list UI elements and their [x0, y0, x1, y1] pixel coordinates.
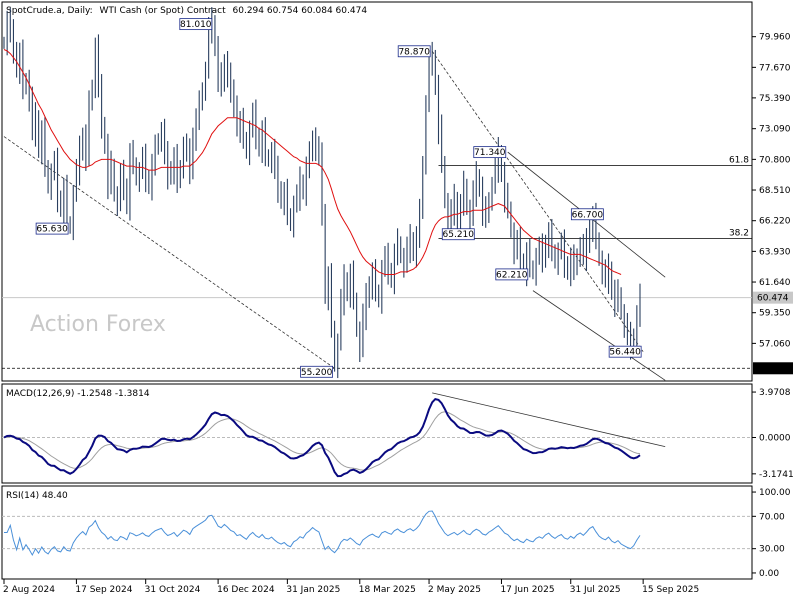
price-marker: 62.210: [495, 268, 529, 281]
price-marker: 66.700: [570, 208, 604, 221]
marker-box: [300, 365, 333, 378]
rsi-pane: [1, 485, 753, 580]
moving-average-line: [3, 49, 622, 275]
x-tick-label: 31 Jul 2025: [570, 585, 621, 595]
macd-tick-label: -3.1741: [759, 470, 794, 480]
x-tick-label: 17 Sep 2024: [75, 585, 132, 595]
y-tick-label: 70.800: [759, 155, 791, 165]
macd-tick-label: 0.0000: [759, 434, 791, 444]
marker-box: [397, 45, 431, 58]
price-marker: 71.340: [473, 146, 507, 159]
price-marker: 55.200: [300, 365, 333, 378]
marker-label: 65.210: [443, 230, 475, 240]
price-layer: 61.8 38.2 81.010 78.870 71.340 66.700 65.630 65…: [2, 7, 752, 381]
marker-label: 56.440: [609, 348, 641, 358]
marker-label: 55.200: [301, 368, 333, 378]
x-tick-label: 16 Dec 2024: [217, 585, 275, 595]
marker-box: [179, 18, 213, 31]
x-tick-label: 15 Sep 2025: [642, 585, 699, 595]
marker-box: [473, 146, 507, 159]
rsi-tick-label: 70.00: [759, 512, 785, 522]
y-tick-label: 66.220: [759, 217, 791, 227]
chart-header: SpotCrude.a, Daily: WTI Cash (or Spot) C…: [6, 6, 367, 16]
instrument-label: WTI Cash (or Spot) Contract: [100, 6, 227, 16]
watermark-text: Action Forex: [30, 312, 166, 337]
y-tick-label: 79.960: [759, 33, 791, 43]
fib-label: 38.2: [729, 228, 749, 238]
rsi-layer: [2, 510, 752, 557]
y-tick-label: 57.060: [759, 339, 791, 349]
marker-box: [570, 208, 604, 221]
rsi-tick-label: 100.00: [759, 488, 791, 498]
macd-signal-line: [3, 411, 641, 471]
y-tick-label: 75.390: [759, 94, 791, 104]
marker-label: 66.700: [572, 210, 604, 220]
current-price-tag: [753, 291, 793, 304]
y-tick-label: 63.930: [759, 247, 791, 257]
price-pane: [1, 1, 753, 382]
channel-lower: [532, 290, 666, 381]
x-tick-label: 2 Aug 2024: [3, 585, 55, 595]
trend-line-dashed-long: [3, 136, 335, 369]
price-marker: 56.440: [608, 345, 642, 358]
marker-box: [35, 222, 69, 235]
marker-label: 62.210: [496, 270, 528, 280]
price-marker: 65.630: [35, 222, 69, 235]
price-marker: 78.870: [397, 45, 431, 58]
marker-label: 81.010: [180, 20, 212, 30]
y-tick-label: 77.670: [759, 63, 791, 73]
marker-label: 71.340: [474, 148, 506, 158]
x-tick-label: 31 Jan 2025: [286, 585, 340, 595]
marker-box: [441, 228, 475, 241]
x-tick-label: 2 May 2025: [428, 585, 481, 595]
y-tick-label: 68.510: [759, 186, 791, 196]
macd-line: [3, 397, 641, 478]
x-tick-label: 31 Oct 2024: [145, 585, 201, 595]
y-tick-label: 73.090: [759, 125, 791, 135]
axis-layer: 79.960 77.670 75.390 73.090 70.800 68.510 66.2…: [3, 33, 794, 595]
marker-label: 65.630: [36, 225, 68, 235]
macd-trend-line: [432, 392, 666, 448]
ohlc-values: 60.294 60.754 60.084 60.474: [233, 6, 368, 16]
x-tick-label: 17 Jun 2025: [500, 585, 554, 595]
symbol-label: SpotCrude.a, Daily:: [6, 6, 93, 16]
macd-tick-label: 3.9708: [759, 388, 791, 398]
marker-label: 78.870: [398, 47, 430, 57]
price-marker: 81.010: [179, 18, 213, 31]
price-marker: 65.210: [441, 228, 475, 241]
y-tick-label: 59.350: [759, 309, 791, 319]
marker-box: [608, 345, 642, 358]
rsi-tick-label: 30.00: [759, 545, 785, 555]
y-tick-label: 61.640: [759, 278, 791, 288]
current-price-label: 60.474: [757, 294, 789, 304]
macd-pane: [1, 383, 753, 484]
support-label: 55.200: [757, 364, 789, 374]
rsi-title: RSI(14) 48.40: [6, 491, 68, 501]
fib-label: 61.8: [729, 155, 749, 165]
rsi-line: [4, 510, 641, 557]
trend-line-dashed-short: [431, 51, 644, 352]
macd-title: MACD(12,26,9) -1.2548 -1.3814: [6, 389, 150, 399]
rsi-tick-label: 0.00: [759, 569, 779, 579]
x-tick-label: 18 Mar 2025: [359, 585, 416, 595]
macd-layer: [2, 392, 752, 478]
support-tag: [753, 362, 793, 375]
marker-box: [495, 268, 529, 281]
